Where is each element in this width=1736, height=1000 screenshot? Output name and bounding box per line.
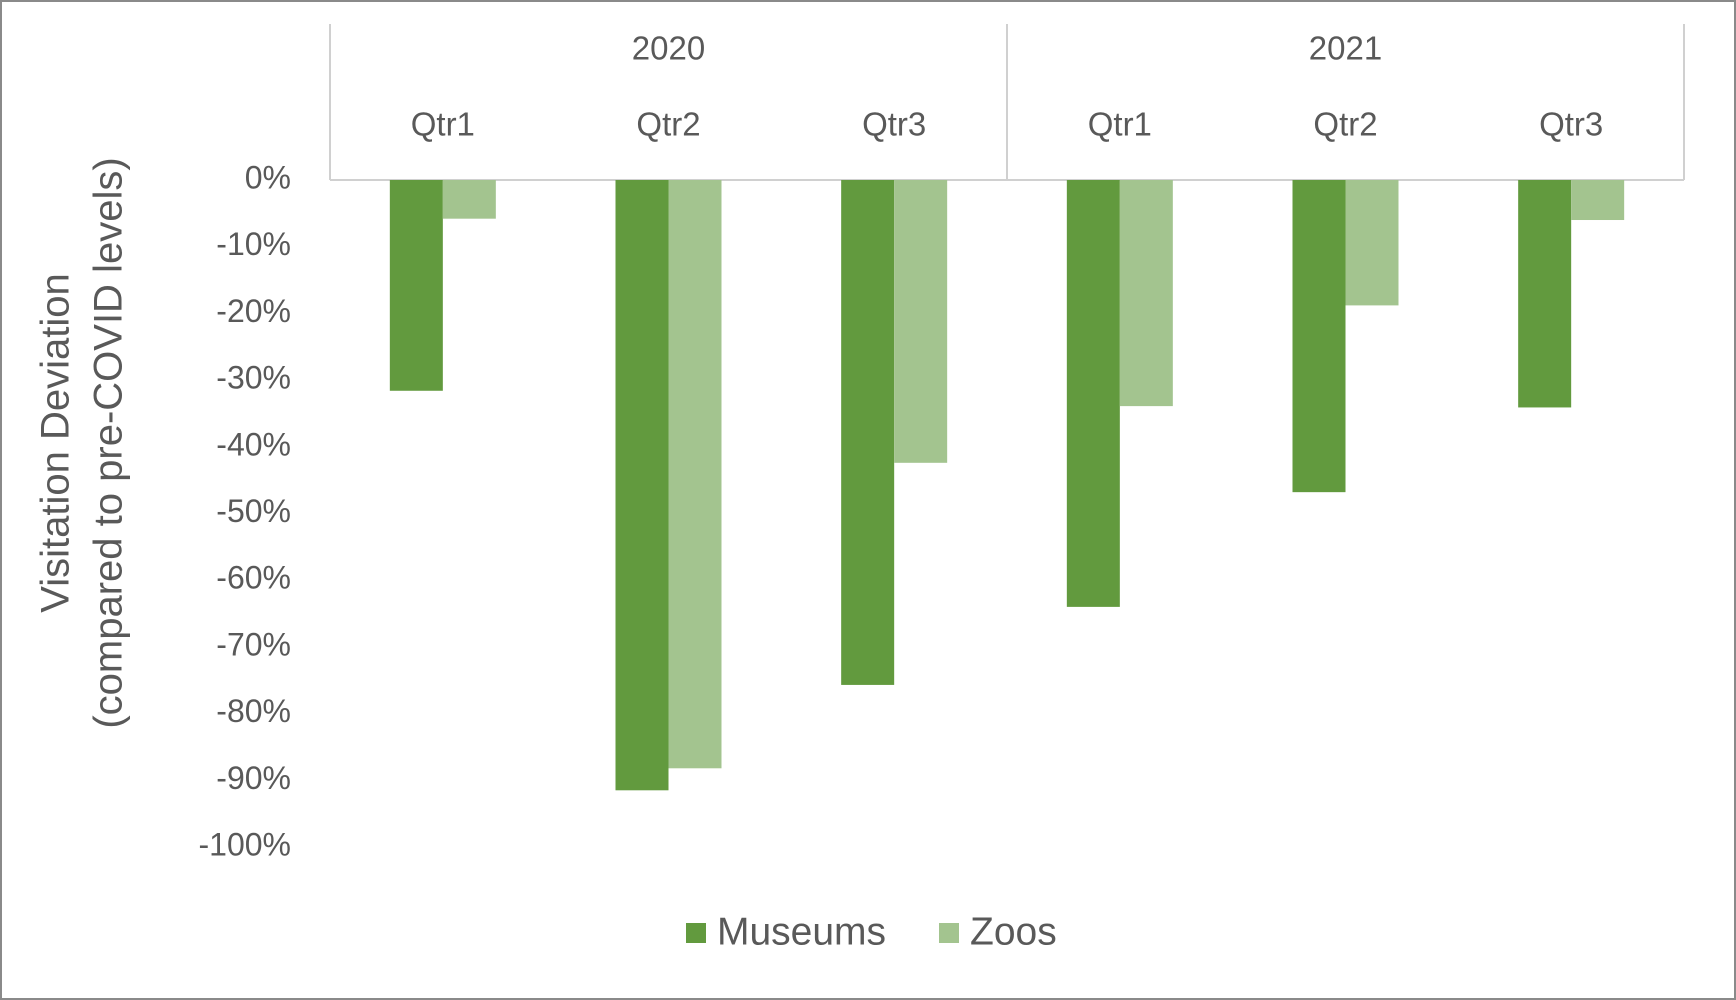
bar — [668, 180, 722, 769]
y-tick-label: -100% — [199, 826, 292, 862]
y-tick-label: -10% — [216, 226, 291, 262]
y-tick-label: -90% — [216, 760, 291, 796]
bar — [389, 180, 443, 391]
group-label: 2020 — [632, 30, 705, 67]
x-tick-label: Qtr1 — [411, 106, 475, 143]
bar — [1292, 180, 1346, 493]
bar — [1571, 180, 1625, 221]
bar — [1345, 180, 1399, 306]
y-axis-title: (compared to pre-COVID levels) — [87, 157, 131, 728]
bar — [1518, 180, 1572, 408]
y-tick-label: -70% — [216, 626, 291, 662]
y-tick-label: -60% — [216, 560, 291, 596]
y-axis-title: Visitation Deviation — [34, 273, 78, 612]
legend-label: Zoos — [970, 910, 1057, 953]
y-tick-label: -30% — [216, 360, 291, 396]
x-tick-label: Qtr3 — [862, 106, 926, 143]
y-tick-label: -80% — [216, 693, 291, 729]
bar — [442, 180, 496, 219]
x-tick-label: Qtr3 — [1539, 106, 1603, 143]
y-tick-label: -20% — [216, 293, 291, 329]
group-label: 2021 — [1309, 30, 1382, 67]
y-tick-label: 0% — [245, 159, 291, 195]
legend-swatch — [939, 923, 959, 943]
y-tick-label: -40% — [216, 426, 291, 462]
legend-label: Museums — [717, 910, 886, 953]
bar — [894, 180, 948, 463]
bar — [1119, 180, 1173, 407]
x-tick-label: Qtr2 — [636, 106, 700, 143]
bar — [841, 180, 895, 685]
x-tick-label: Qtr1 — [1088, 106, 1152, 143]
bar — [1066, 180, 1120, 607]
bar — [615, 180, 669, 791]
x-tick-label: Qtr2 — [1313, 106, 1377, 143]
y-tick-label: -50% — [216, 493, 291, 529]
legend-swatch — [686, 923, 706, 943]
